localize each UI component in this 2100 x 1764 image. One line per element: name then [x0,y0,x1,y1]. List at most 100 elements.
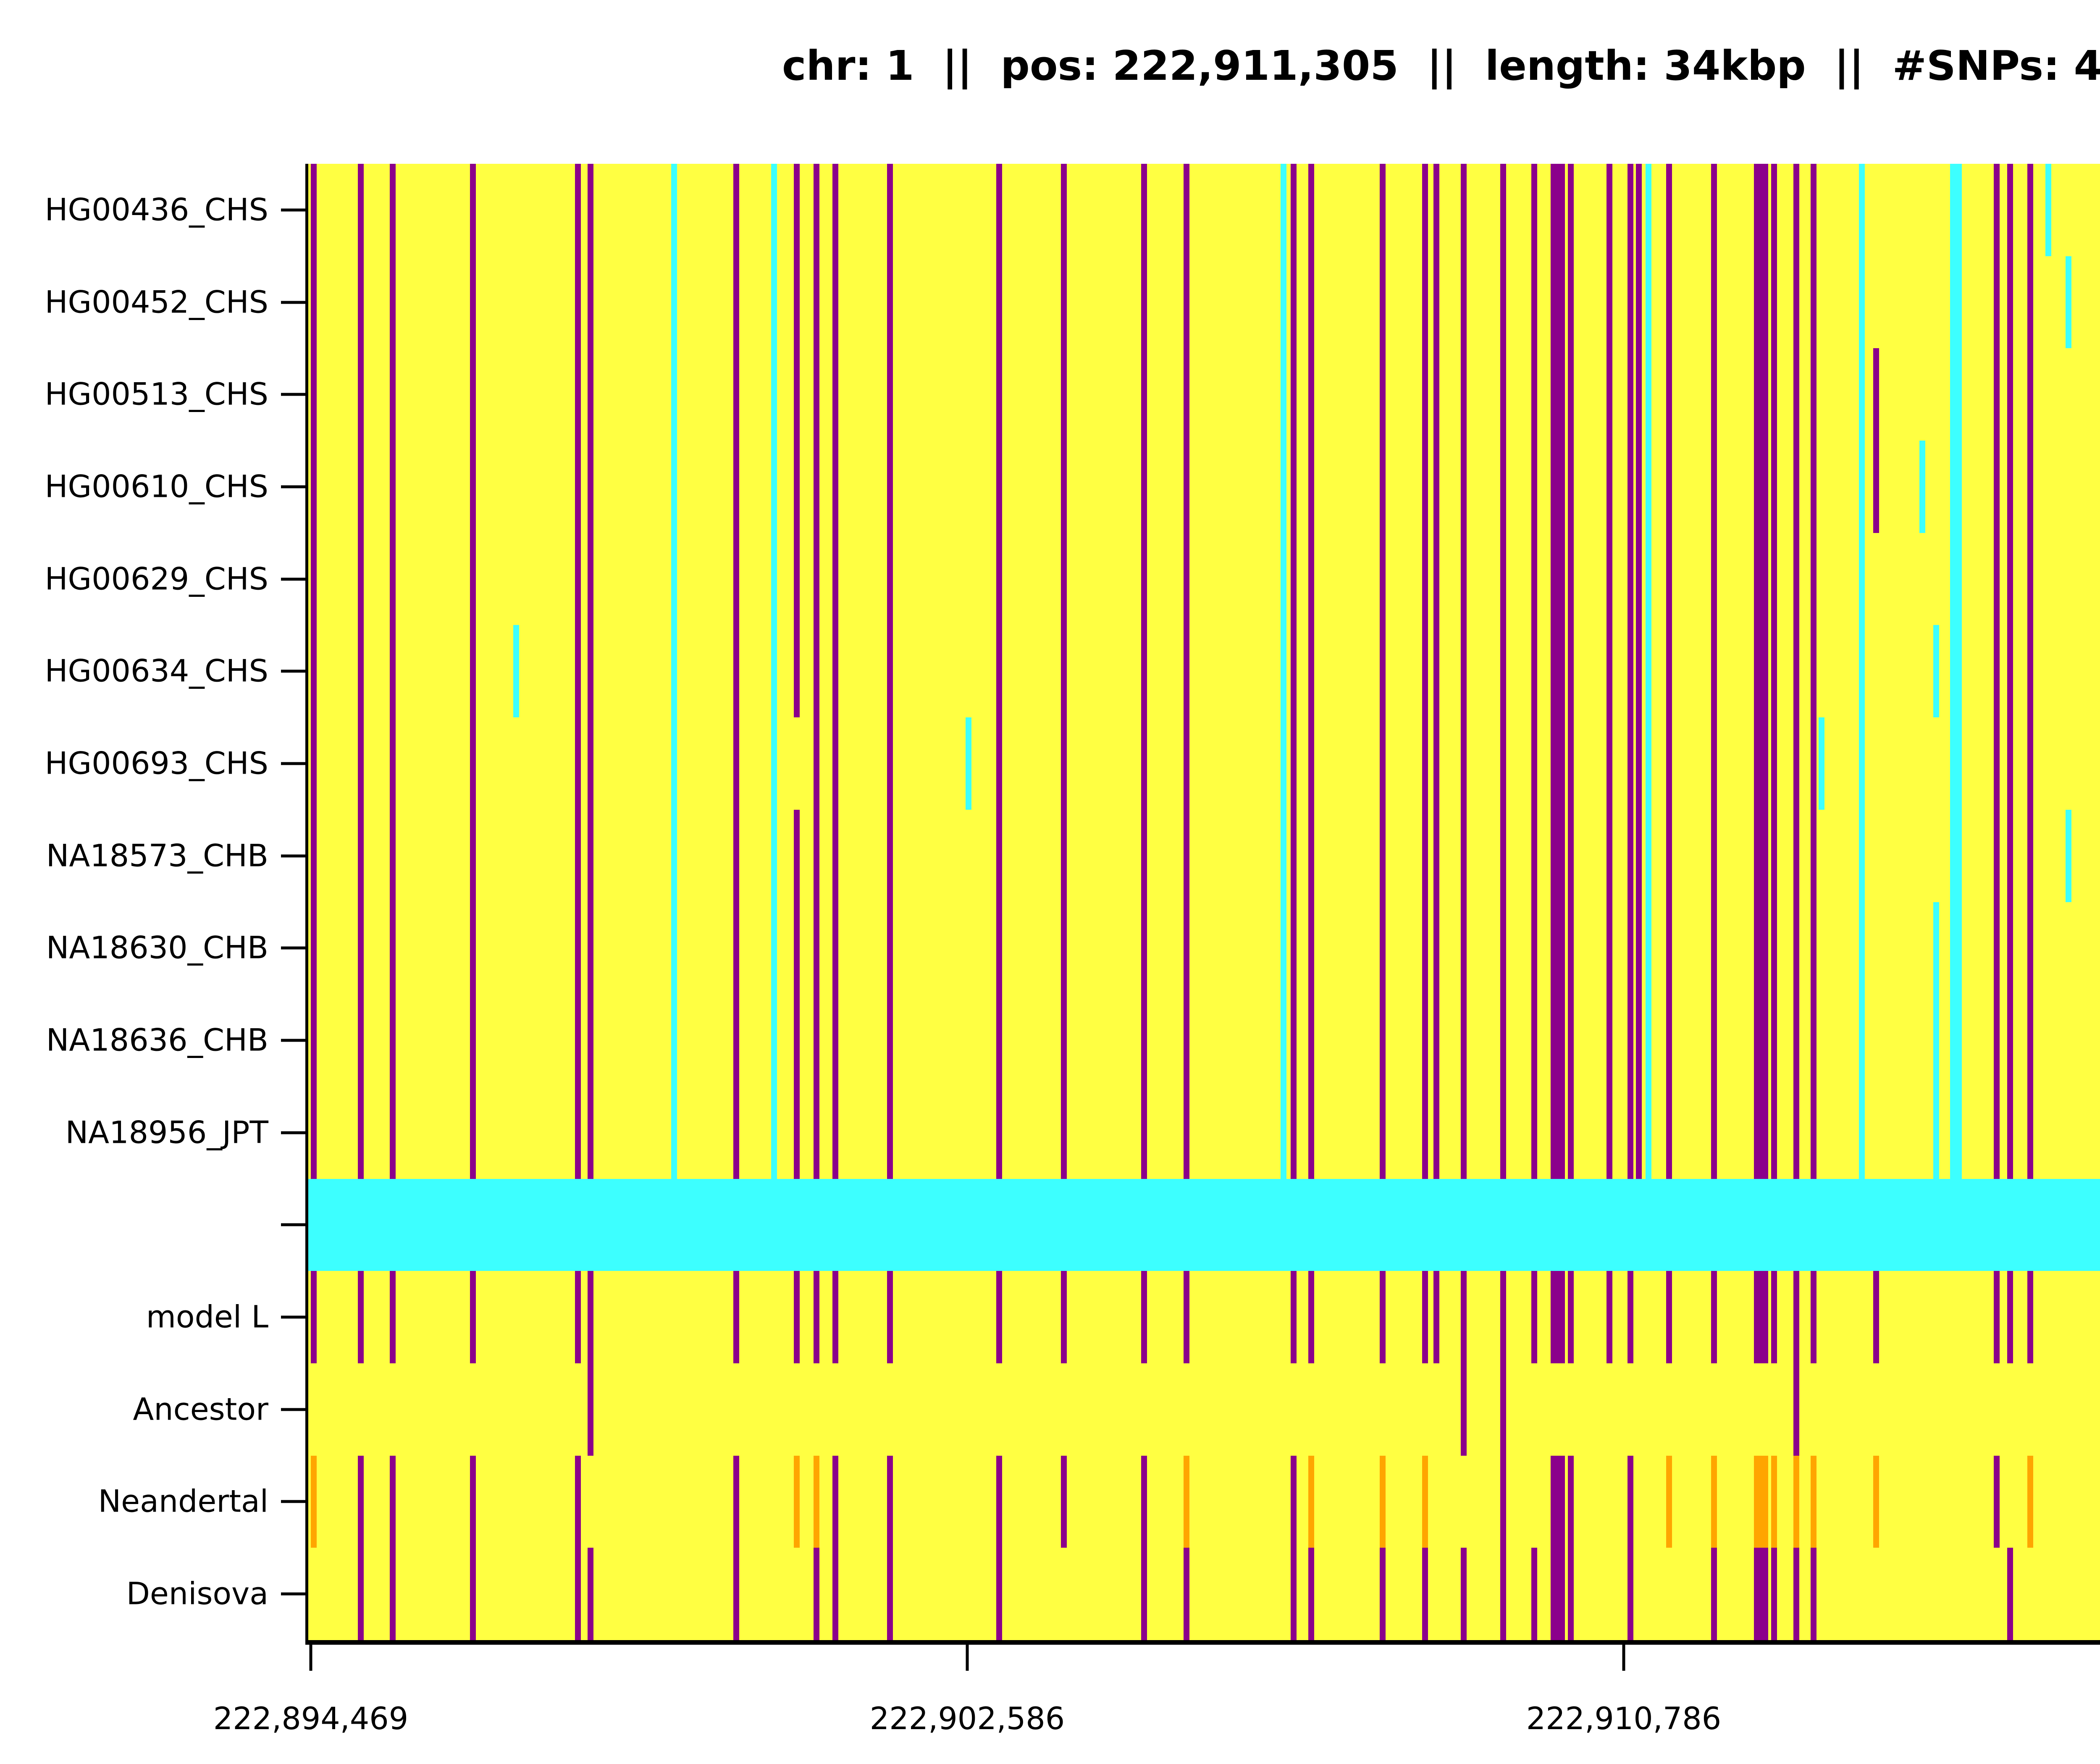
snp-column-segment [1551,1271,1565,1363]
y-axis-tick [281,854,305,858]
snp-column-segment [311,164,317,1179]
snp-column-segment [1380,1455,1386,1548]
snp-column-segment [1771,164,1777,1179]
snp-column-segment [1568,1548,1574,1640]
snp-column-segment [358,1548,364,1640]
y-axis-label: NA18573_CHB [46,838,268,874]
x-axis-tick [966,1645,969,1671]
snp-column-segment [1422,1271,1428,1363]
snp-column-segment [887,164,893,1179]
snp-column-segment [1811,164,1816,1179]
snp-column-segment [814,164,819,1179]
snp-column-segment [1184,1271,1189,1363]
snp-column-segment [1666,1455,1672,1548]
snp-column-segment [390,1271,396,1363]
snp-column-segment [832,1455,838,1548]
snp-column-segment [1628,1455,1633,1548]
snp-column-segment [1061,1271,1067,1363]
snp-column-segment [1666,1271,1672,1363]
snp-column-segment [390,164,396,1179]
snp-column-segment [1461,1548,1467,1640]
snp-column-segment [358,164,364,1179]
snp-column-segment [1291,1548,1297,1640]
y-axis-label: NA18636_CHB [46,1022,268,1058]
snp-column-segment [1793,164,1799,1179]
snp-column-segment [1433,164,1439,1179]
y-axis-tick [281,1408,305,1411]
snp-column-segment [1500,164,1506,1179]
snp-column-segment [1551,164,1565,1179]
snp-column-segment [1461,1271,1467,1456]
snp-column-segment [887,1548,893,1640]
plot-area [308,164,2100,1640]
snp-column-segment [794,164,800,718]
snp-column-segment [1061,164,1067,1179]
snp-column-segment [1308,1548,1314,1640]
y-axis-label: HG00634_CHS [45,653,268,689]
y-axis-label: model L [146,1299,268,1335]
snp-column-segment [733,1455,739,1548]
snp-column-segment [1141,1455,1147,1548]
snp-column-segment [1873,1271,1879,1363]
snp-column-segment [470,1271,476,1363]
snp-column-segment [733,164,739,1179]
snp-column-segment [1141,1271,1147,1363]
snp-column-segment [1380,164,1386,1179]
snp-column-segment [588,164,593,1179]
snp-column-segment [1933,902,1939,1179]
snp-column-segment [996,1271,1002,1363]
y-axis-label: HG00693_CHS [45,746,268,782]
snp-column-segment [575,1455,581,1548]
snp-column-segment [390,1548,396,1640]
snp-column-segment [2027,1455,2033,1548]
snp-column-segment [814,1548,819,1640]
snp-column-segment [1422,164,1428,1179]
snp-column-segment [1141,1548,1147,1640]
snp-column-segment [1771,1548,1777,1640]
snp-column-segment [887,1271,893,1363]
x-axis-tick [1622,1645,1625,1671]
snp-column-segment [1291,1455,1297,1548]
snp-column-segment [588,1271,593,1456]
snp-column-segment [1994,1271,2000,1363]
snp-column-segment [1291,1271,1297,1363]
y-axis-tick [281,301,305,304]
snp-column-segment [575,1548,581,1640]
y-axis-tick [281,1223,305,1226]
snp-column-segment [2007,164,2013,1179]
snp-column-segment [1754,164,1768,1179]
snp-column-segment [1380,1271,1386,1363]
snp-column-segment [832,164,838,1179]
snp-column-segment [733,1271,739,1363]
snp-column-segment [771,164,777,1179]
snp-column-segment [996,1548,1002,1640]
snp-column-segment [1551,1455,1565,1548]
snp-column-segment [1933,625,1939,718]
snp-column-segment [1531,1271,1537,1363]
y-axis-label: Ancestor [133,1391,268,1428]
snp-column-segment [1628,1548,1633,1640]
snp-column-segment [794,1271,800,1363]
snp-column-segment [1433,1271,1439,1363]
y-axis-tick [281,1500,305,1503]
snp-column-segment [2066,256,2071,349]
snp-column-segment [996,164,1002,1179]
snp-column-segment [1994,1455,2000,1548]
snp-column-segment [1461,164,1467,1179]
y-axis-label: HG00629_CHS [45,561,268,597]
snp-column-segment [1568,164,1574,1179]
snp-column-segment [1873,1455,1879,1548]
snp-column-segment [1919,441,1925,533]
snp-column-segment [1811,1271,1816,1363]
snp-column-segment [1711,1455,1717,1548]
snp-column-segment [588,1548,593,1640]
snp-column-segment [470,1455,476,1548]
snp-column-segment [513,625,519,718]
snp-column-segment [1606,1271,1612,1363]
snp-column-segment [832,1271,838,1363]
snp-column-segment [1184,1455,1189,1548]
snp-column-segment [1771,1455,1777,1548]
x-axis-line [305,1640,2100,1645]
snp-column-segment [311,1455,317,1548]
snp-column-segment [358,1455,364,1548]
